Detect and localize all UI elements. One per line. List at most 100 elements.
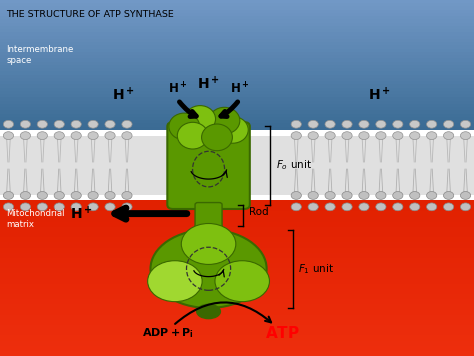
Ellipse shape — [71, 120, 82, 128]
Ellipse shape — [376, 203, 386, 211]
FancyBboxPatch shape — [167, 122, 250, 209]
Bar — [0, 335, 474, 340]
Ellipse shape — [359, 132, 369, 140]
Ellipse shape — [171, 116, 246, 137]
Ellipse shape — [209, 107, 240, 134]
Text: $\mathbf{H^+}$: $\mathbf{H^+}$ — [112, 86, 135, 103]
Ellipse shape — [3, 132, 14, 140]
Bar — [0, 28, 474, 32]
Ellipse shape — [427, 120, 437, 128]
Ellipse shape — [37, 203, 47, 211]
Ellipse shape — [392, 192, 403, 199]
Bar — [0, 221, 474, 227]
Ellipse shape — [342, 192, 352, 199]
Bar — [0, 51, 474, 55]
Bar — [0, 0, 474, 3]
Bar — [0, 84, 474, 88]
Text: $F_1$ unit: $F_1$ unit — [299, 262, 335, 276]
Bar — [0, 324, 474, 330]
Bar — [0, 42, 474, 46]
Bar — [0, 120, 474, 124]
Bar — [0, 273, 474, 278]
Ellipse shape — [147, 261, 202, 302]
Bar — [0, 77, 474, 81]
Ellipse shape — [460, 192, 471, 199]
Ellipse shape — [444, 203, 454, 211]
Text: $\mathbf{ATP}$: $\mathbf{ATP}$ — [264, 325, 300, 341]
Ellipse shape — [392, 120, 403, 128]
Bar — [0, 94, 474, 98]
Bar — [0, 283, 474, 289]
Bar — [0, 319, 474, 325]
Bar — [0, 304, 474, 309]
Ellipse shape — [410, 203, 420, 211]
Ellipse shape — [427, 132, 437, 140]
Bar — [0, 298, 474, 304]
Ellipse shape — [325, 120, 335, 128]
Ellipse shape — [291, 192, 301, 199]
Bar — [0, 97, 474, 101]
Ellipse shape — [308, 203, 319, 211]
Ellipse shape — [201, 124, 232, 151]
Ellipse shape — [20, 132, 30, 140]
Ellipse shape — [20, 203, 30, 211]
Bar — [0, 68, 474, 72]
Ellipse shape — [460, 132, 471, 140]
Text: $\mathbf{H^+}$: $\mathbf{H^+}$ — [197, 75, 220, 92]
Ellipse shape — [291, 203, 301, 211]
Bar — [0, 64, 474, 68]
Ellipse shape — [444, 192, 454, 199]
Text: $\mathbf{H^+}$: $\mathbf{H^+}$ — [368, 86, 391, 103]
FancyBboxPatch shape — [195, 203, 222, 228]
Bar — [0, 242, 474, 248]
Bar — [0, 216, 474, 222]
Bar — [0, 38, 474, 42]
Text: $F_o$ unit: $F_o$ unit — [276, 159, 312, 172]
Bar — [0, 2, 474, 6]
Ellipse shape — [291, 120, 301, 128]
Bar — [0, 25, 474, 29]
Ellipse shape — [3, 203, 14, 211]
Ellipse shape — [325, 132, 335, 140]
Bar — [0, 340, 474, 346]
Bar — [0, 136, 474, 195]
Ellipse shape — [20, 192, 30, 199]
Bar — [0, 58, 474, 62]
Ellipse shape — [342, 132, 352, 140]
Bar — [0, 116, 474, 120]
Text: $\mathbf{ADP + P_i}$: $\mathbf{ADP + P_i}$ — [142, 326, 194, 340]
Bar — [0, 22, 474, 26]
Ellipse shape — [122, 120, 132, 128]
Ellipse shape — [410, 120, 420, 128]
Ellipse shape — [54, 120, 64, 128]
Ellipse shape — [308, 132, 319, 140]
Bar — [0, 61, 474, 65]
Bar — [0, 74, 474, 78]
Bar — [0, 231, 474, 237]
Ellipse shape — [410, 132, 420, 140]
Ellipse shape — [325, 203, 335, 211]
Ellipse shape — [197, 304, 220, 319]
Ellipse shape — [54, 132, 64, 140]
Bar — [0, 9, 474, 13]
Ellipse shape — [342, 120, 352, 128]
Ellipse shape — [3, 120, 14, 128]
Ellipse shape — [105, 120, 115, 128]
Bar — [0, 350, 474, 356]
Ellipse shape — [122, 132, 132, 140]
Bar — [0, 247, 474, 253]
Bar — [0, 123, 474, 127]
Ellipse shape — [151, 230, 266, 308]
Ellipse shape — [37, 132, 47, 140]
Ellipse shape — [122, 192, 132, 199]
Bar — [0, 71, 474, 75]
Ellipse shape — [88, 192, 98, 199]
Ellipse shape — [460, 120, 471, 128]
Bar — [0, 309, 474, 315]
Ellipse shape — [3, 192, 14, 199]
Ellipse shape — [37, 120, 47, 128]
Bar — [0, 110, 474, 114]
Ellipse shape — [291, 132, 301, 140]
Bar — [0, 16, 474, 20]
Ellipse shape — [105, 203, 115, 211]
